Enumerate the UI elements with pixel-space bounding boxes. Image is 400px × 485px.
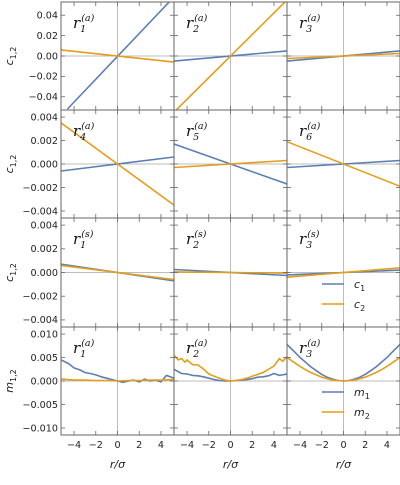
panel-0-1: r2(a)	[173, 1, 288, 111]
x-tick-label: 0	[114, 440, 120, 451]
x-tick-label: 4	[158, 440, 164, 451]
y-axis-label: c1,2	[3, 263, 18, 282]
y-tick-label: −0.004	[22, 206, 58, 217]
x-tick-label: 2	[136, 440, 142, 451]
series-m2-line	[61, 378, 174, 382]
series-c2-line	[61, 49, 174, 63]
x-tick-label: −2	[202, 440, 216, 451]
series-m2-line	[174, 354, 287, 382]
panel-2-1: r2(s)	[173, 217, 288, 328]
legend-label: m1	[354, 386, 370, 401]
y-tick-label: 0.005	[31, 353, 58, 364]
x-tick-label: −4	[293, 440, 307, 451]
x-tick-label: −2	[89, 440, 103, 451]
series-c2-line	[174, 159, 287, 169]
panel-3-2: r3(a)	[286, 326, 400, 436]
panel-label: r4(a)	[73, 121, 95, 143]
y-tick-label: 0.004	[31, 112, 58, 123]
x-tick-label: −4	[67, 440, 81, 451]
y-tick-label: 0.002	[31, 244, 58, 255]
series-c2-line	[61, 264, 174, 281]
panel-label: r2(s)	[186, 229, 207, 251]
panel-label: r3(s)	[299, 229, 320, 251]
panel-label: r3(a)	[299, 13, 321, 35]
panel-1-1: r5(a)	[173, 109, 288, 219]
legend-label: m2	[354, 406, 370, 421]
panel-1-2: r6(a)	[286, 109, 400, 219]
series-c1-line	[66, 2, 171, 110]
panel-2-2: r3(s)	[286, 217, 400, 328]
y-tick-label: 0.04	[37, 11, 58, 22]
y-tick-label: −0.002	[22, 183, 58, 194]
x-tick-label: 2	[249, 440, 255, 451]
y-tick-label: −0.002	[22, 291, 58, 302]
panel-1-0: r4(a)	[60, 109, 175, 219]
y-axis-label: c1,2	[3, 155, 18, 174]
x-tick-label: −4	[180, 440, 194, 451]
x-tick-label: 0	[227, 440, 233, 451]
y-tick-label: −0.04	[29, 92, 58, 103]
y-axis-label: c1,2	[3, 47, 18, 66]
y-tick-label: 0.02	[37, 31, 58, 42]
x-axis-label: r/σ	[336, 458, 352, 471]
series-c2-line	[287, 140, 400, 188]
y-tick-label: 0.000	[31, 376, 58, 387]
series-c2-line	[175, 2, 287, 110]
y-tick-label: 0.010	[31, 329, 58, 340]
y-tick-label: −0.010	[22, 423, 58, 434]
y-tick-label: 0.004	[31, 220, 58, 231]
y-tick-label: 0.000	[31, 159, 58, 170]
panel-0-0: r1(a)	[60, 1, 175, 111]
panel-label: r1(s)	[73, 229, 94, 251]
y-axis-label: m1,2	[3, 369, 18, 392]
panel-label: r6(a)	[299, 121, 321, 143]
y-tick-label: 0.00	[37, 51, 58, 62]
y-tick-label: −0.004	[22, 315, 58, 326]
x-axis-label: r/σ	[223, 458, 239, 471]
panel-label: r1(a)	[73, 13, 95, 35]
panel-label: r5(a)	[186, 121, 208, 143]
panel-2-0: r1(s)	[60, 217, 175, 328]
x-tick-label: 0	[340, 440, 346, 451]
panel-label: r1(a)	[73, 338, 95, 360]
panel-3-1: r2(a)	[173, 326, 288, 436]
legend-label: c1	[354, 278, 365, 293]
y-tick-label: −0.005	[22, 400, 58, 411]
series-c2-line	[287, 52, 400, 60]
series-c2-line	[61, 122, 174, 206]
series-c2-line	[174, 271, 287, 274]
panel-label: r2(a)	[186, 338, 208, 360]
panel-3-0: r1(a)	[60, 326, 175, 436]
series-c2-line	[287, 267, 400, 278]
y-tick-label: −0.02	[29, 72, 58, 83]
panel-label: r2(a)	[186, 13, 208, 35]
x-tick-label: 4	[271, 440, 277, 451]
legend-label: c2	[354, 298, 365, 313]
panel-0-2: r3(a)	[286, 1, 400, 111]
x-tick-label: 2	[362, 440, 368, 451]
y-tick-label: 0.000	[31, 268, 58, 279]
x-tick-label: 4	[384, 440, 390, 451]
x-tick-label: −2	[315, 440, 329, 451]
x-axis-label: r/σ	[110, 458, 126, 471]
panel-label: r3(a)	[299, 338, 321, 360]
y-tick-label: 0.002	[31, 136, 58, 147]
series-m2-line	[287, 356, 400, 382]
